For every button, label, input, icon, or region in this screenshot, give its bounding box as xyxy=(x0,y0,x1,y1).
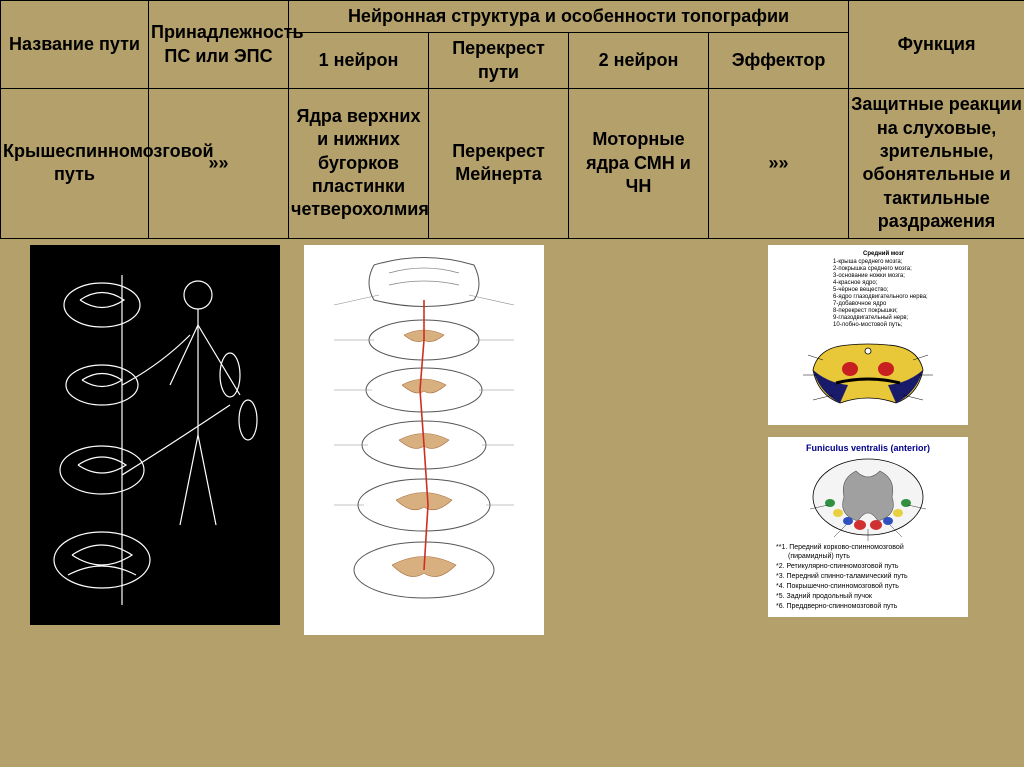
svg-text:*4. Покрышечно-спинномозговой: *4. Покрышечно-спинномозговой путь xyxy=(776,582,899,590)
neural-pathways-table: Название пути Принадлежность ПС или ЭПС … xyxy=(0,0,1024,239)
svg-text:*6. Преддверно-спинномозговой: *6. Преддверно-спинномозговой путь xyxy=(776,602,898,610)
svg-text:6-ядро глазодвигательного нерв: 6-ядро глазодвигательного нерва; xyxy=(833,294,928,300)
cell-eff: »» xyxy=(709,89,849,238)
svg-text:9-глазодвигательный нерв;: 9-глазодвигательный нерв; xyxy=(833,314,909,321)
th-neuron1: 1 нейрон xyxy=(289,33,429,89)
funiculus-title: Funiculus ventralis (anterior) xyxy=(806,443,930,453)
th-function: Функция xyxy=(849,1,1024,89)
svg-text:3-основание ножки мозга;: 3-основание ножки мозга; xyxy=(833,273,905,279)
svg-text:5-чёрное вещество;: 5-чёрное вещество; xyxy=(833,287,889,293)
svg-text:1-крыша среднего мозга;: 1-крыша среднего мозга; xyxy=(833,259,903,265)
images-area: Средний мозг 1-крыша среднего мозга; 2-п… xyxy=(0,239,1024,635)
svg-text:(пирамидный) путь: (пирамидный) путь xyxy=(788,552,850,560)
cell-n2: Моторные ядра СМН и ЧН xyxy=(569,89,709,238)
th-effector: Эффектор xyxy=(709,33,849,89)
th-belong: Принадлежность ПС или ЭПС xyxy=(149,1,289,89)
svg-text:*5. Задний продольный пучок: *5. Задний продольный пучок xyxy=(776,592,873,600)
cell-n1: Ядра верхних и нижних бугорков пластинки… xyxy=(289,89,429,238)
th-neuron2: 2 нейрон xyxy=(569,33,709,89)
funiculus-diagram: Funiculus ventralis (anterior) xyxy=(768,437,968,617)
th-crossing: Перекрест пути xyxy=(429,33,569,89)
th-name: Название пути xyxy=(1,1,149,89)
cell-belong: »» xyxy=(149,89,289,238)
cell-func: Защитные реакции на слуховые, зрительные… xyxy=(849,89,1024,238)
svg-text:**1. Передний корково-спинномо: **1. Передний корково-спинномозговой xyxy=(776,543,904,551)
svg-text:10-лобно-мостовой путь;: 10-лобно-мостовой путь; xyxy=(833,321,903,328)
svg-text:7-добавочное ядро: 7-добавочное ядро xyxy=(833,301,887,307)
cell-cross: Перекрест Мейнерта xyxy=(429,89,569,238)
midbrain-diagram: Средний мозг 1-крыша среднего мозга; 2-п… xyxy=(768,245,968,425)
cell-name: Крышеспинномозговой путь xyxy=(1,89,149,238)
midbrain-title: Средний мозг xyxy=(863,250,905,257)
svg-text:8-перекрест покрышки;: 8-перекрест покрышки; xyxy=(833,308,898,314)
th-structure-group: Нейронная структура и особенности топогр… xyxy=(289,1,849,33)
pathway-sketch-dark xyxy=(30,245,280,625)
svg-text:*3. Передний спинно-таламическ: *3. Передний спинно-таламический путь xyxy=(776,572,908,580)
table-row: Крышеспинномозговой путь »» Ядра верхних… xyxy=(1,89,1024,238)
pathway-sketch-light xyxy=(304,245,544,635)
svg-text:2-покрышка среднего мозга;: 2-покрышка среднего мозга; xyxy=(833,266,912,272)
svg-text:4-красное ядро;: 4-красное ядро; xyxy=(833,280,878,286)
svg-text:*2. Ретикулярно-спинномозговой: *2. Ретикулярно-спинномозговой путь xyxy=(776,562,899,570)
